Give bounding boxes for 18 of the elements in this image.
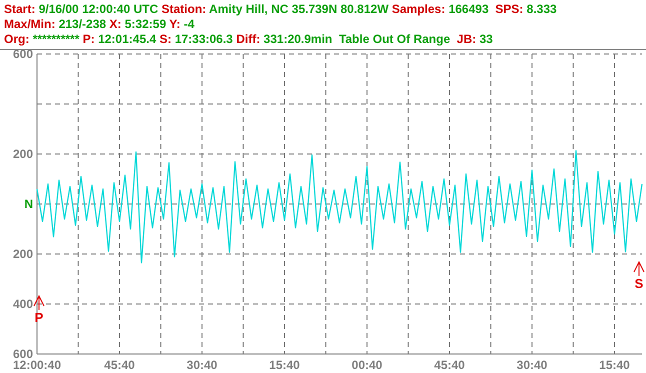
annotation: P — [34, 310, 44, 325]
y-tick-label: 200 — [12, 147, 34, 162]
x-tick-label: 15:40 — [269, 358, 300, 372]
x-tick-label: 45:40 — [434, 358, 466, 372]
y-tick-label: 400 — [12, 297, 34, 312]
x-tick-label: 30:40 — [516, 358, 548, 372]
annotation: S — [634, 276, 644, 291]
line-series — [36, 150, 643, 264]
x-tick-label: 00:40 — [352, 358, 383, 372]
x-tick-label: 15:40 — [599, 358, 630, 372]
chart-title: Start: 9/16/00 12:00:40 UTC Station: Amity Hill, NC 35.739N 80.812W Samples: 166493 SPS: 8.333 — [4, 2, 557, 16]
x-tick-label: 45:40 — [104, 358, 136, 372]
y-tick-label: 600 — [12, 47, 34, 62]
y-tick-label: N — [24, 197, 33, 212]
chart-subtitle: Max/Min: 213/-238 X: 5:32:59 Y: -4 — [4, 17, 195, 31]
text: Org: ********** P: 12:01:45.4 S: 17:33:06.3 Diff: 331:20.9min Table Out Of Range JB: 33 — [4, 32, 493, 46]
y-tick-label: 200 — [12, 247, 34, 262]
x-tick-label: 30:40 — [186, 358, 218, 372]
